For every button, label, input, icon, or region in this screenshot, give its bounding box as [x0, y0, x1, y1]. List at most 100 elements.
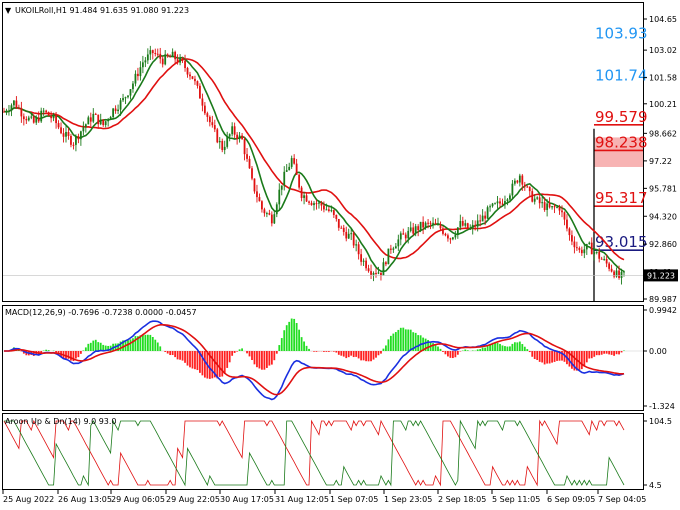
- candle-body: [166, 54, 169, 57]
- candle-body: [412, 227, 415, 234]
- candle-body: [3, 111, 5, 113]
- macd-histogram-bar: [585, 351, 588, 363]
- candle-body: [610, 268, 613, 272]
- candle-body: [151, 50, 154, 53]
- candle-body: [476, 220, 479, 227]
- macd-histogram-bar: [419, 335, 422, 351]
- macd-histogram-bar: [561, 351, 563, 361]
- level-label: 98.238: [595, 133, 648, 151]
- candle-body: [67, 131, 70, 136]
- macd-histogram-bar: [315, 351, 318, 352]
- candle-body: [407, 230, 410, 239]
- candle-body: [442, 228, 444, 234]
- aroon-plot: [3, 419, 625, 487]
- candle-body: [347, 233, 350, 239]
- candle-body: [623, 271, 625, 273]
- macd-histogram-bar: [327, 351, 330, 352]
- candle-body: [246, 154, 248, 159]
- candle-body: [568, 228, 571, 236]
- candle-body: [578, 248, 581, 250]
- macd-histogram-bar: [268, 351, 271, 366]
- macd-histogram-bar: [223, 351, 226, 374]
- macd-histogram-bar: [546, 351, 549, 364]
- macd-histogram-bar: [55, 351, 57, 353]
- candle-body: [422, 221, 425, 228]
- candle-body: [595, 251, 598, 253]
- macd-histogram-bar: [437, 346, 439, 351]
- price-tick-label: 104.65: [649, 15, 677, 24]
- candle-body: [563, 212, 566, 220]
- candle-body: [293, 158, 296, 164]
- candle-body: [471, 224, 474, 229]
- time-tick-label: 1 Sep 23:05: [384, 495, 432, 504]
- chart-header: UKOILRoll,H1 91.484 91.635 91.080 91.223: [15, 6, 189, 15]
- candle-body: [342, 227, 345, 232]
- macd-histogram-bar: [533, 351, 536, 360]
- macd-histogram-bar: [208, 351, 211, 379]
- macd-histogram-bar: [516, 342, 519, 351]
- candle-body: [176, 59, 179, 63]
- macd-histogram-bar: [211, 351, 214, 379]
- macd-histogram-bar: [377, 351, 380, 356]
- macd-histogram-bar: [362, 351, 365, 361]
- candle-body: [15, 100, 18, 108]
- candle-body: [13, 100, 15, 106]
- candle-body: [337, 218, 340, 228]
- candle-body: [330, 210, 333, 212]
- macd-histogram-bar: [335, 351, 338, 353]
- macd-histogram-bar: [439, 348, 442, 351]
- macd-histogram-bar: [449, 351, 452, 358]
- macd-histogram-bar: [189, 351, 191, 368]
- macd-histogram-bar: [456, 351, 459, 355]
- moving-averages: [4, 54, 625, 273]
- macd-histogram-bar: [251, 351, 253, 361]
- macd-histogram-bar: [47, 350, 50, 351]
- macd-histogram-bar: [399, 327, 402, 351]
- candle-body: [129, 89, 132, 96]
- candle-body: [201, 98, 204, 106]
- macd-histogram-bar: [615, 351, 618, 355]
- candle-body: [42, 110, 45, 112]
- price-panel-frame: [2, 2, 644, 302]
- fast-ma-line: [4, 54, 625, 273]
- chevron-down-icon[interactable]: ▼: [5, 6, 12, 15]
- candle-body: [243, 139, 246, 155]
- candle-body: [523, 184, 526, 187]
- candle-body: [459, 221, 462, 228]
- macd-histogram-bar: [608, 351, 611, 355]
- price-tick-label: 95.781: [649, 184, 677, 193]
- candle-body: [573, 241, 576, 248]
- macd-histogram-bar: [231, 351, 234, 356]
- candle-body: [382, 262, 385, 276]
- macd-histogram-bar: [107, 345, 110, 351]
- macd-histogram-bar: [571, 351, 573, 369]
- macd-histogram-bar: [218, 351, 221, 377]
- candle-body: [372, 272, 375, 275]
- candle-body: [397, 239, 400, 247]
- macd-histogram-bar: [486, 345, 489, 351]
- candle-body: [251, 168, 253, 179]
- level-label: 103.93: [595, 25, 648, 43]
- candle-body: [117, 109, 119, 112]
- macd-histogram-bar: [504, 346, 506, 351]
- macd-histogram-bar: [104, 345, 107, 351]
- macd-histogram-bar: [511, 343, 514, 351]
- macd-histogram-bar: [442, 351, 444, 352]
- candle-body: [65, 131, 67, 137]
- aroon-panel-frame: [2, 413, 644, 490]
- candle-body: [546, 203, 549, 210]
- candle-body: [491, 203, 494, 207]
- candle-body: [288, 166, 291, 171]
- macd-histogram-bar: [275, 351, 278, 354]
- candle-body: [444, 233, 447, 236]
- macd-histogram-bar: [397, 329, 400, 351]
- candle-body: [561, 210, 563, 213]
- macd-histogram-bar: [506, 346, 509, 351]
- candle-body: [417, 226, 420, 231]
- macd-histogram-bar: [201, 351, 204, 376]
- candle-body: [5, 111, 8, 113]
- candle-body: [191, 76, 194, 79]
- macd-histogram-bar: [466, 350, 469, 351]
- macd-histogram-bar: [226, 351, 229, 368]
- candle-body: [52, 114, 55, 119]
